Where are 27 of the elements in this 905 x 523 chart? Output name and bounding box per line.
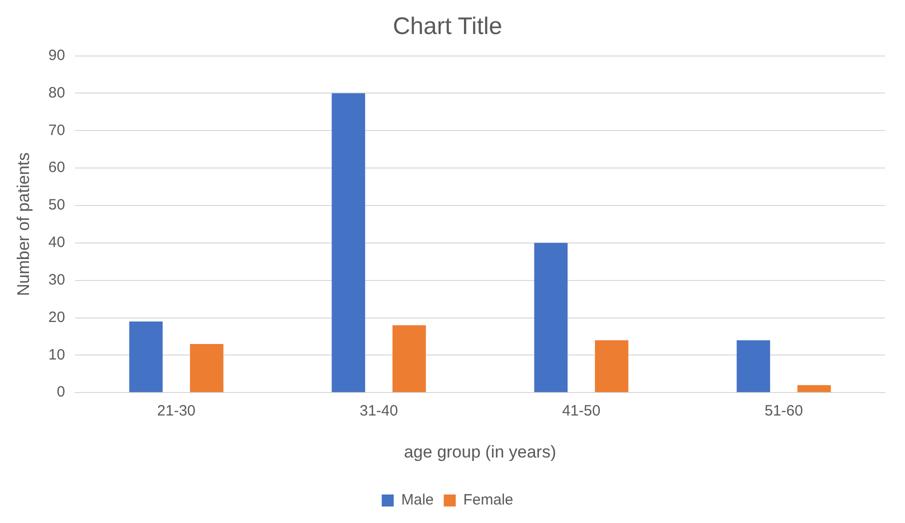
x-tick-label: 41-50: [562, 402, 600, 420]
legend-label: Female: [463, 492, 514, 509]
bar: [594, 340, 628, 392]
bar: [797, 385, 831, 392]
y-tick-label: 80: [48, 84, 66, 102]
y-tick-label: 60: [48, 159, 66, 176]
x-axis-title: age group (in years): [404, 442, 556, 462]
y-tick-label: 90: [48, 46, 66, 64]
x-tick-label: 51-60: [764, 402, 803, 420]
bar: [534, 242, 568, 392]
y-axis-title: Number of patients: [14, 152, 33, 296]
legend-label: Male: [401, 492, 434, 509]
bar: [190, 344, 224, 392]
y-tick-label: 40: [48, 234, 66, 252]
y-tick-label: 50: [48, 196, 66, 214]
y-tick-label: 10: [48, 346, 66, 364]
y-tick-label: 30: [48, 271, 66, 288]
bar: [392, 325, 426, 392]
x-tick-label: 21-30: [157, 402, 196, 420]
chart-title: Chart Title: [392, 13, 502, 40]
bar: [736, 340, 770, 392]
x-tick-label: 31-40: [360, 402, 398, 420]
y-tick-label: 0: [56, 384, 66, 401]
y-tick-label: 70: [48, 122, 66, 139]
y-tick-label: 20: [48, 308, 66, 326]
bar: [129, 322, 163, 392]
bar: [332, 93, 366, 392]
